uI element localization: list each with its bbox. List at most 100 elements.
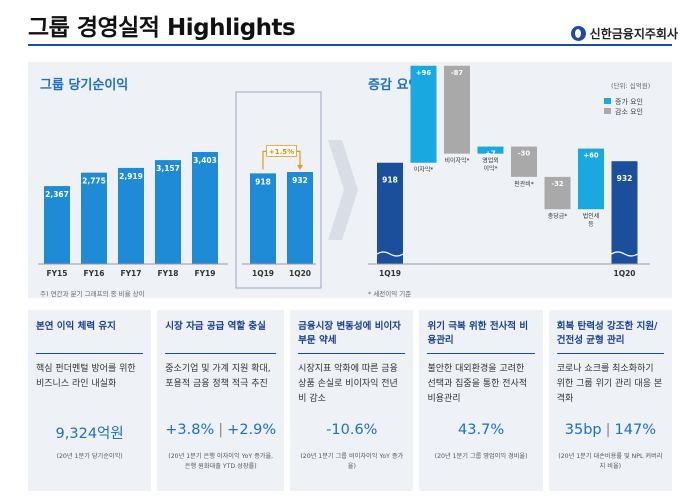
annual-bar — [192, 152, 218, 264]
axis-break-icon — [376, 251, 404, 257]
waterfall-category-label: 충당금* — [548, 212, 568, 220]
waterfall-category-label: 등 — [588, 221, 594, 228]
change-factors-title: 증감 요인 — [368, 78, 421, 93]
unit-label: (단위: 십억원) — [611, 82, 651, 90]
quarter-axis-label: 1Q20 — [289, 269, 311, 278]
card-value-main: +3.8% — [165, 422, 215, 438]
annual-axis-label: FY19 — [195, 269, 216, 278]
annual-bar-label: 2,367 — [45, 190, 69, 199]
card-value-secondary: +2.9% — [227, 422, 277, 438]
legend-increase-label: 증가 요인 — [615, 97, 643, 106]
waterfall-total-label: 918 — [382, 176, 398, 185]
card-value-main: 9,324억원 — [55, 426, 124, 442]
card-title: 본연 이익 체력 유지 — [36, 321, 116, 332]
waterfall-axis-label: 1Q19 — [379, 269, 401, 278]
card-value: -10.6% — [298, 422, 405, 442]
waterfall-bar — [544, 176, 571, 210]
card-non-interest: 금융시장 변동성에 비이자부문 약세 시장지표 악화에 따른 금융상품 손실로 … — [290, 310, 414, 491]
waterfall-bar — [477, 146, 504, 154]
card-title: 회복 탄력성 강조한 지원/건전성 균형 관리 — [556, 321, 658, 346]
annual-bar-label: 3,157 — [156, 164, 180, 173]
waterfall-bar-label: -87 — [451, 69, 464, 77]
annual-bar — [118, 167, 144, 264]
waterfall-axis-label: 1Q20 — [613, 269, 635, 278]
chevron-right-icon — [328, 140, 358, 240]
card-description: 시장지표 악화에 따른 금융상품 손실로 비이자익 전년비 감소 — [298, 364, 398, 404]
waterfall-bar-label: -32 — [551, 180, 564, 188]
growth-label: +1.5% — [269, 148, 294, 156]
card-description: 불안한 대외환경을 고려한 선택과 집중을 통한 전사적 비용관리 — [427, 364, 528, 404]
card-title: 위기 극복 위한 전사적 비용관리 — [427, 321, 529, 346]
waterfall-category-label: 이자익* — [414, 166, 434, 174]
waterfall-category-label: 영업외 — [482, 157, 499, 165]
card-value-main: 35bp — [564, 422, 602, 438]
legend-decrease-swatch — [604, 108, 611, 114]
waterfall-bar — [410, 65, 437, 163]
card-description: 중소기업 및 가계 지원 확대, 포용적 금융 정책 적극 추진 — [165, 364, 271, 389]
card-footnote: (20년 1분기 은행 이자이익 YoY 증가율, 은행 원화대출 YTD 성장… — [168, 453, 274, 470]
card-value: 9,324억원 — [36, 422, 143, 442]
annual-bar-label: 2,919 — [119, 172, 143, 181]
net-income-title: 그룹 당기순이익 — [40, 78, 129, 93]
logo-text: 신한금융지주회사 — [589, 27, 678, 41]
quarter-bar-label: 918 — [255, 177, 271, 186]
card-value: 43.7% — [427, 422, 534, 442]
card-description: 핵심 펀더멘털 방어를 위한 비즈니스 라인 내실화 — [36, 364, 136, 389]
legend-increase-swatch — [604, 98, 611, 104]
card-cost-management: 위기 극복 위한 전사적 비용관리 불안한 대외환경을 고려한 선택과 집중을 … — [419, 310, 543, 491]
net-income-chart: 2,367 FY15 2,775 FY16 2,919 FY17 3,157 FY18 3,40… — [38, 91, 322, 289]
card-value-main: 43.7% — [458, 422, 505, 438]
company-logo: 신한금융지주회사 — [570, 25, 678, 42]
card-footnote: (20년 1분기 그룹 영업이익 경비율) — [434, 453, 528, 460]
card-value-secondary: 147% — [614, 422, 656, 438]
waterfall-category-label: 비이자익* — [444, 157, 469, 165]
quarter-bar — [250, 173, 276, 264]
legend-decrease-label: 감소 요인 — [615, 107, 643, 116]
growth-arrow-icon — [297, 165, 303, 170]
ratio-note: 주) 연간과 분기 그래프의 종 비율 상이 — [40, 290, 145, 298]
waterfall-bar — [611, 161, 638, 264]
title-divider — [28, 44, 672, 46]
waterfall-bar — [377, 162, 403, 264]
card-footnote: (20년 1분기 당기순이익) — [56, 453, 123, 460]
annual-bar-label: 3,403 — [193, 156, 217, 165]
card-value-main: -10.6% — [326, 422, 378, 438]
value-separator: | — [218, 422, 224, 438]
annual-axis-label: FY15 — [47, 269, 68, 278]
card-divider — [165, 353, 277, 354]
card-core-earnings: 본연 이익 체력 유지 핵심 펀더멘털 방어를 위한 비즈니스 라인 내실화 9… — [28, 310, 152, 491]
card-title: 금융시장 변동성에 비이자부문 약세 — [298, 321, 401, 346]
quarter-axis-label: 1Q19 — [252, 269, 274, 278]
waterfall-bar-label: +60 — [583, 152, 598, 160]
card-divider — [427, 353, 535, 354]
pretax-note: * 세전이익 기준 — [368, 290, 412, 298]
card-footnote: (20년 1분기 그룹 비이자이익 YoY 증가율) — [300, 453, 404, 470]
annual-bar — [44, 186, 70, 264]
annual-bar-label: 2,775 — [82, 177, 106, 186]
annual-bar — [81, 172, 107, 264]
waterfall-bar — [511, 146, 537, 177]
card-value: +3.8% | +2.9% — [165, 422, 276, 442]
waterfall-category-label: 판관비* — [514, 180, 534, 188]
waterfall-bar-label: +7 — [485, 150, 496, 158]
card-resilience: 회복 탄력성 강조한 지원/건전성 균형 관리 코로나 쇼크를 최소화하기 위한… — [548, 310, 673, 491]
waterfall-bar — [444, 65, 470, 154]
annual-axis-label: FY16 — [84, 269, 105, 278]
card-divider — [556, 353, 665, 354]
card-market-funding: 시장 자금 공급 역할 충실 중소기업 및 가계 지원 확대, 포용적 금융 정… — [157, 310, 285, 491]
card-description: 코로나 쇼크를 최소화하기 위한 그룹 위기 관리 대응 본격화 — [556, 364, 663, 404]
annual-bar — [155, 160, 181, 264]
annual-axis-label: FY17 — [121, 269, 142, 278]
highlight-cards: 본연 이익 체력 유지 핵심 펀더멘털 방어를 위한 비즈니스 라인 내실화 9… — [28, 310, 673, 491]
quarter-highlight-box — [235, 91, 322, 289]
axis-break-icon — [611, 251, 638, 257]
waterfall-bar-label: -30 — [518, 150, 531, 158]
waterfall-bar — [578, 148, 604, 210]
card-title: 시장 자금 공급 역할 충실 — [165, 321, 266, 332]
waterfall-category-label: 법인세 — [583, 212, 600, 220]
card-divider — [298, 353, 406, 354]
shinhan-logo-icon — [570, 26, 586, 41]
card-footnote: (20년 1분기 대손비용률 및 NPL 커버리지 비율) — [558, 453, 663, 470]
